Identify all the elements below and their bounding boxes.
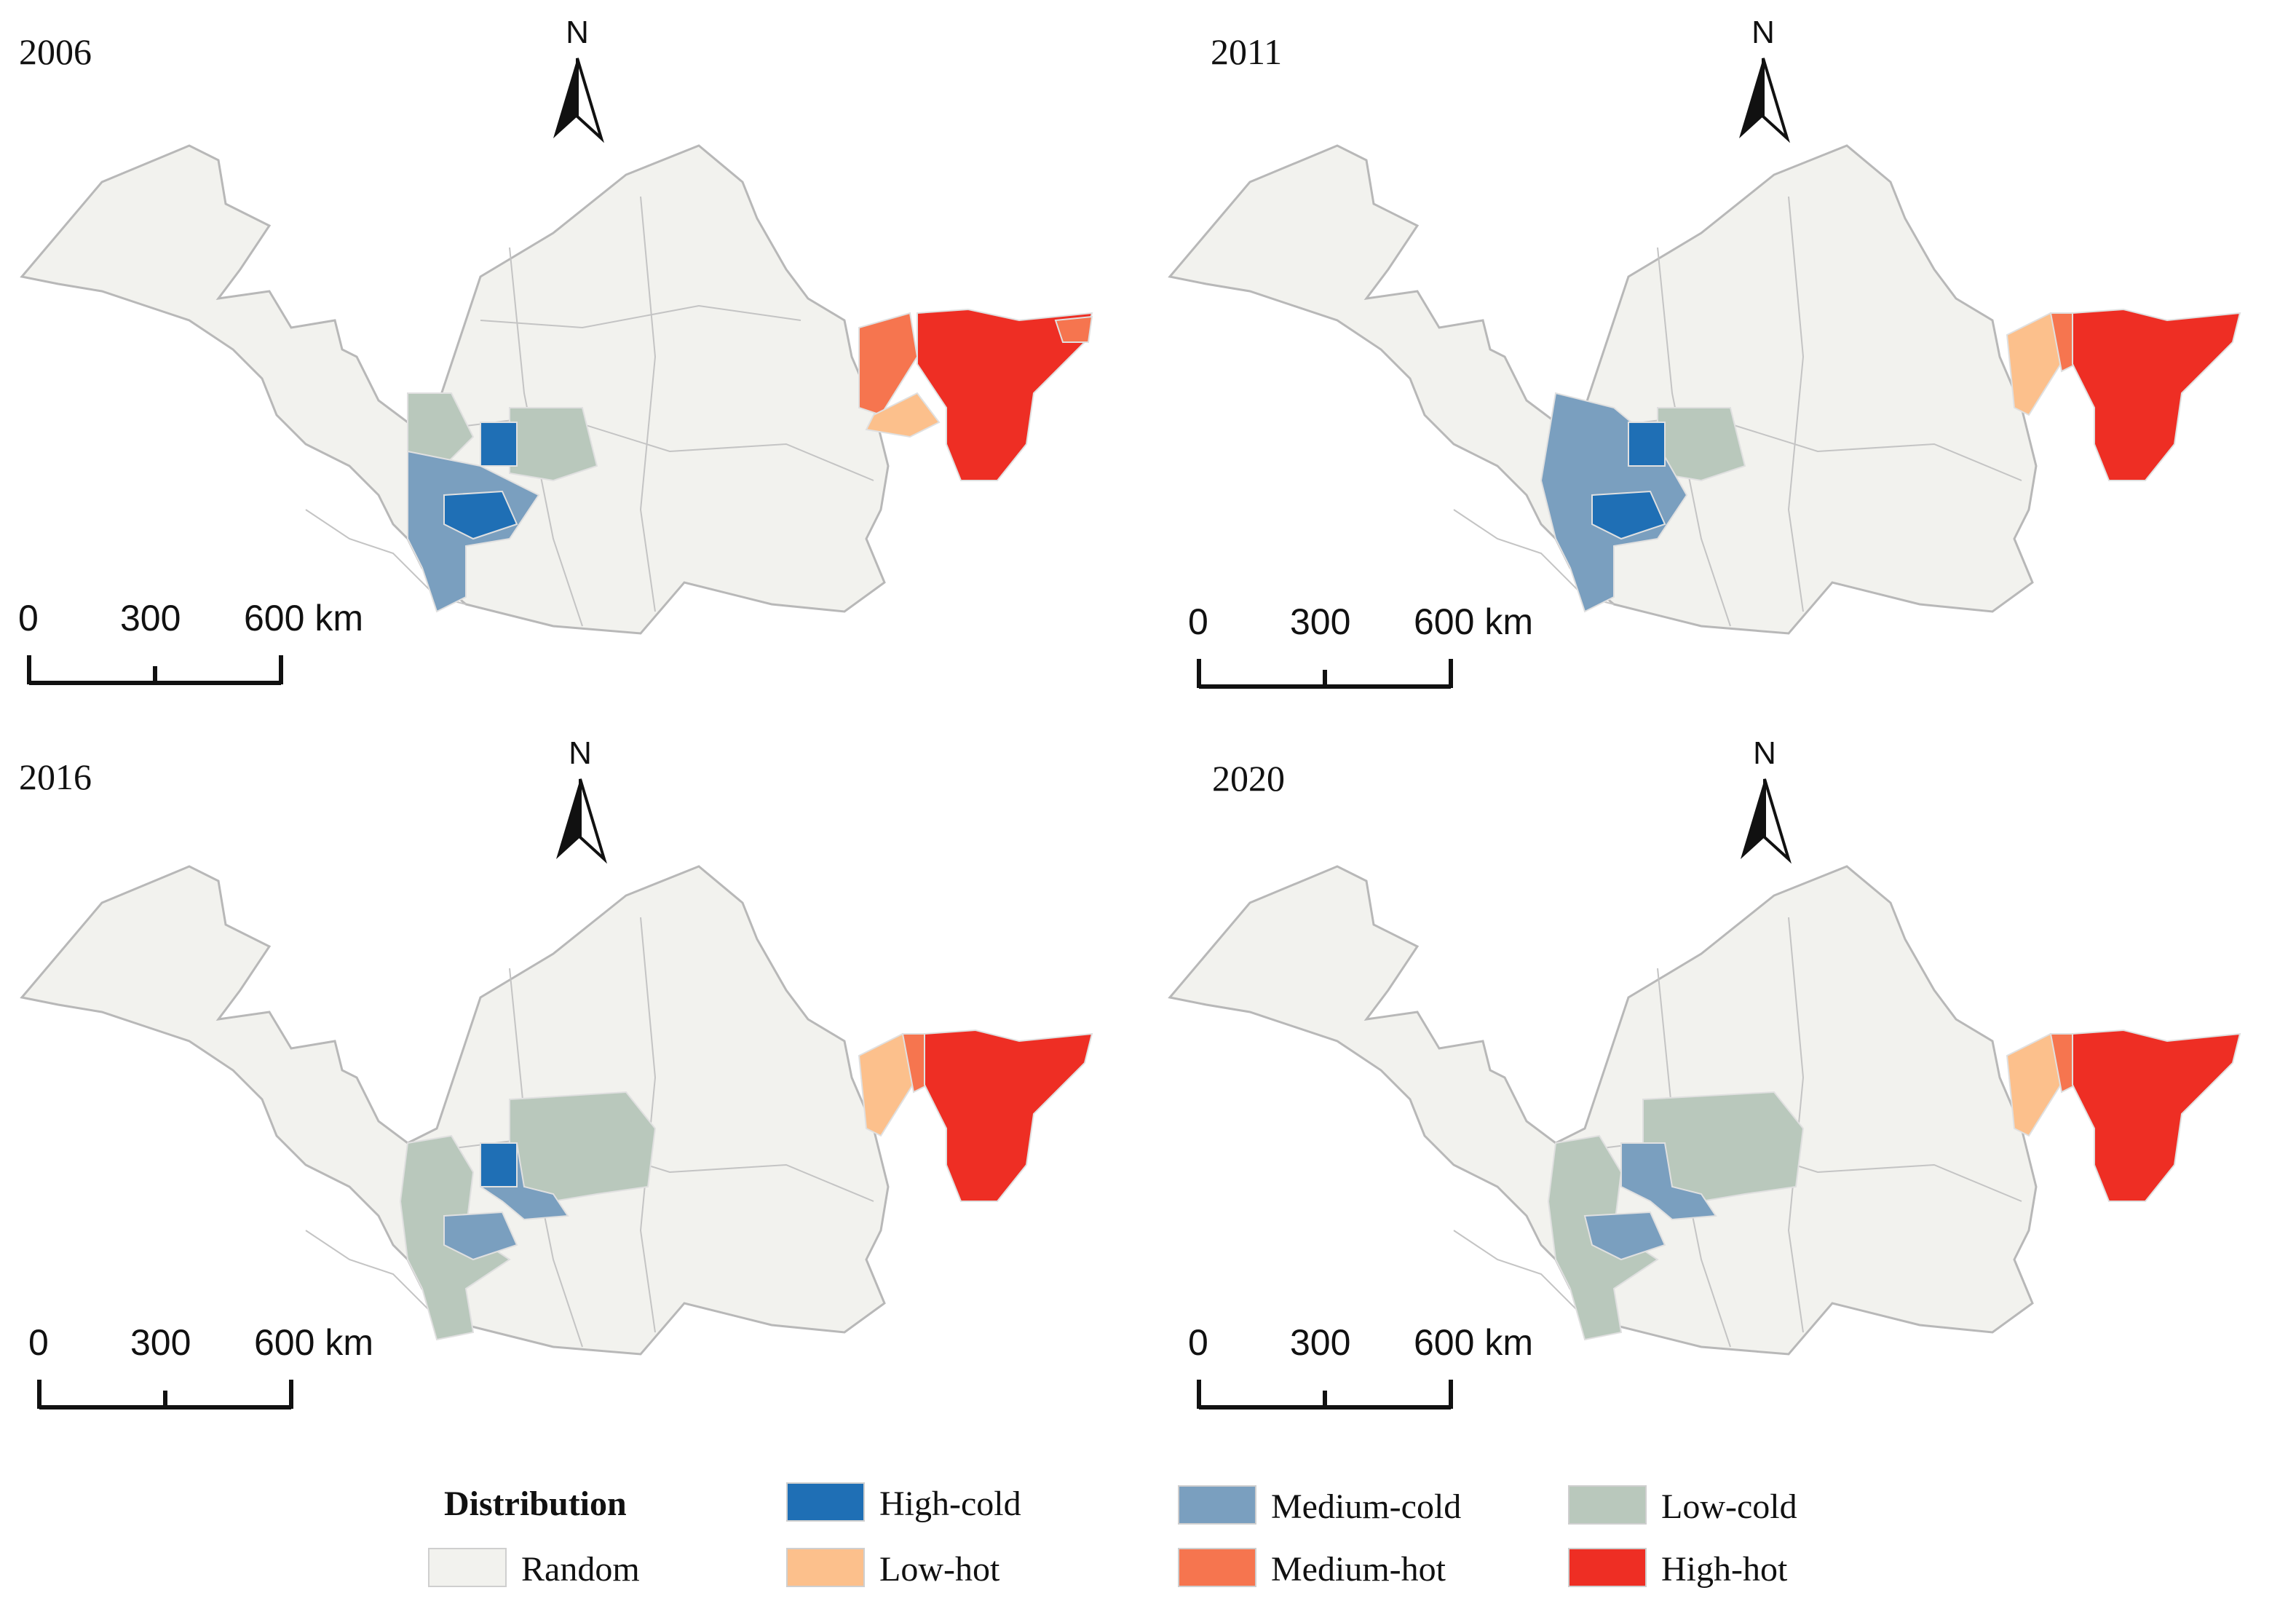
scale-bar: 0 300 600 km [17, 1321, 373, 1431]
scale-tick-600: 600 km [1414, 601, 1533, 642]
region-map [20, 865, 1093, 1356]
region-map [1168, 144, 2241, 635]
scale-tick-600: 600 km [1414, 1322, 1533, 1363]
north-label: N [1753, 735, 1776, 771]
panel-year: 2011 [1211, 31, 1283, 72]
legend: Distribution Random High-cold Low-hot Me… [408, 1471, 1864, 1616]
scale-bar: 0 300 600 km [1177, 1321, 1533, 1431]
legend-swatch [786, 1548, 865, 1587]
north-label: N [566, 15, 589, 50]
legend-label: Random [521, 1550, 640, 1589]
scale-tick-0: 0 [1188, 601, 1208, 642]
legend-label: Medium-hot [1271, 1550, 1446, 1589]
legend-swatch [1178, 1485, 1256, 1525]
map-panel-2020: 2020 N 0 300 600 km [1148, 721, 2296, 1442]
legend-label: High-hot [1661, 1550, 1788, 1589]
legend-swatch [1568, 1548, 1647, 1587]
scale-bar: 0 300 600 km [7, 597, 363, 706]
scale-tick-600: 600 km [244, 598, 363, 639]
legend-label: Low-hot [879, 1550, 1000, 1589]
scale-tick-300: 300 [120, 598, 181, 639]
scale-tick-0: 0 [1188, 1322, 1208, 1363]
scale-tick-600: 600 km [254, 1322, 373, 1363]
legend-swatch [786, 1482, 865, 1522]
north-arrow-icon: N [537, 15, 617, 146]
legend-swatch [428, 1548, 507, 1587]
north-label: N [1751, 15, 1775, 50]
scale-bar: 0 300 600 km [1177, 601, 1533, 710]
north-arrow-icon: N [1723, 15, 1803, 146]
north-arrow-icon: N [1725, 735, 1805, 866]
legend-label: High-cold [879, 1484, 1021, 1523]
panel-year: 2016 [19, 756, 92, 797]
legend-label: Medium-cold [1271, 1487, 1462, 1526]
region-map [1168, 865, 2241, 1356]
legend-label: Low-cold [1661, 1487, 1797, 1526]
scale-tick-0: 0 [18, 598, 39, 639]
legend-title: Distribution [444, 1484, 627, 1523]
north-arrow-icon: N [540, 735, 620, 866]
legend-swatch [1568, 1485, 1647, 1525]
map-panel-2016: 2016 N 0 300 600 km [0, 721, 1148, 1442]
legend-swatch [1178, 1548, 1256, 1587]
scale-tick-300: 300 [1290, 1322, 1351, 1363]
scale-tick-300: 300 [1290, 601, 1351, 642]
scale-tick-300: 300 [130, 1322, 191, 1363]
map-panel-2006: 2006 N 0 300 600 km [0, 0, 1148, 721]
region-map [20, 144, 1093, 635]
scale-tick-0: 0 [28, 1322, 49, 1363]
panel-year: 2006 [19, 31, 92, 72]
map-panel-2011: 2011 N 0 300 600 km [1148, 0, 2296, 721]
panel-year: 2020 [1212, 758, 1285, 799]
north-label: N [569, 735, 592, 771]
